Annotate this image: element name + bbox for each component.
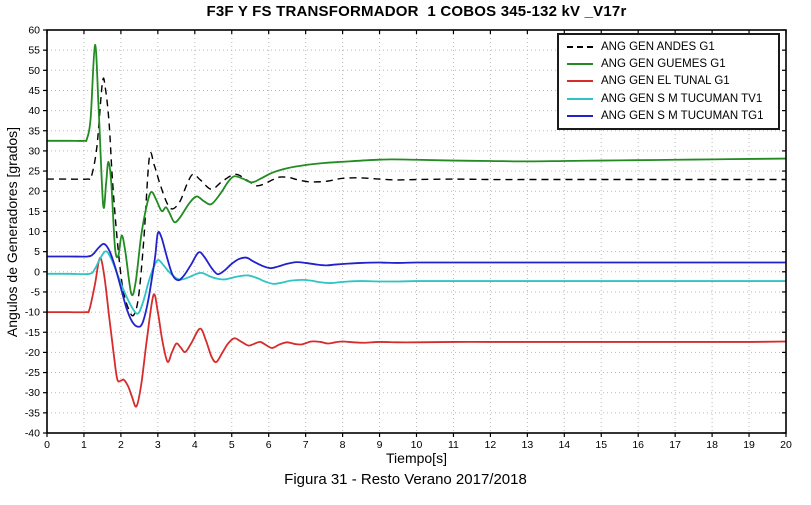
x-tick-label: 9 bbox=[377, 439, 383, 451]
x-tick-label: 1 bbox=[81, 439, 87, 451]
y-tick-label: 50 bbox=[28, 65, 40, 77]
legend: ANG GEN ANDES G1 ANG GEN GUEMES G1 ANG GEN… bbox=[557, 33, 780, 130]
legend-line-swatch bbox=[567, 45, 593, 48]
legend-label: ANG GEN S M TUCUMAN TV1 bbox=[601, 92, 763, 105]
axes-border bbox=[46, 29, 787, 434]
chart-title: F3F Y FS TRANSFORMADOR 1 COBOS 345-132 k… bbox=[206, 3, 627, 20]
x-tick-label: 14 bbox=[558, 439, 570, 451]
y-tick-label: -5 bbox=[31, 286, 40, 298]
x-tick-label: 2 bbox=[118, 439, 124, 451]
y-tick-label: -35 bbox=[25, 407, 40, 419]
y-tick-label: -25 bbox=[25, 367, 40, 379]
x-tick-label: 11 bbox=[448, 439, 459, 451]
x-tick-label: 7 bbox=[303, 439, 309, 451]
series-group bbox=[47, 44, 786, 408]
y-tick-label: 15 bbox=[28, 206, 40, 218]
y-tick-label: 60 bbox=[28, 25, 40, 37]
legend-line-swatch bbox=[567, 80, 593, 83]
x-tick-label: 12 bbox=[485, 439, 497, 451]
x-tick-label: 20 bbox=[780, 439, 792, 451]
legend-row: ANG GEN ANDES G1 bbox=[559, 38, 778, 55]
y-tick-label: 10 bbox=[28, 226, 40, 238]
series-line-ang-gen-s-m-tucuman-tv1 bbox=[47, 250, 786, 315]
y-tick-label: 40 bbox=[28, 105, 40, 117]
legend-row: ANG GEN S M TUCUMAN TV1 bbox=[559, 90, 778, 107]
series-line-ang-gen-s-m-tucuman-tg1 bbox=[47, 231, 786, 328]
legend-row: ANG GEN GUEMES G1 bbox=[559, 56, 778, 73]
legend-row: ANG GEN S M TUCUMAN TG1 bbox=[559, 108, 778, 125]
x-tick-label: 3 bbox=[155, 439, 161, 451]
y-tick-label: -30 bbox=[25, 387, 40, 399]
y-axis-label: Angulos de Generadores [grados] bbox=[4, 126, 20, 338]
x-tick-label: 8 bbox=[340, 439, 346, 451]
x-tick-label: 13 bbox=[522, 439, 534, 451]
series-line-ang-gen-guemes-g1 bbox=[47, 44, 786, 297]
x-tick-label: 19 bbox=[743, 439, 755, 451]
y-tick-label: -10 bbox=[25, 307, 40, 319]
y-tick-label: -40 bbox=[25, 428, 40, 440]
legend-line-swatch bbox=[567, 115, 593, 118]
y-tick-label: 30 bbox=[28, 145, 40, 157]
y-tick-label: 5 bbox=[34, 246, 40, 258]
y-tick-label: 55 bbox=[28, 45, 40, 57]
x-tick-label: 17 bbox=[669, 439, 681, 451]
x-tick-label: 0 bbox=[44, 439, 50, 451]
x-tick-label: 18 bbox=[706, 439, 718, 451]
y-tick-label: 0 bbox=[34, 266, 40, 278]
x-tick-label: 16 bbox=[632, 439, 644, 451]
legend-label: ANG GEN EL TUNAL G1 bbox=[601, 75, 730, 88]
legend-line-swatch bbox=[567, 63, 593, 66]
y-tick-label: 25 bbox=[28, 166, 40, 178]
legend-line-swatch bbox=[567, 97, 593, 100]
x-tick-label: 6 bbox=[266, 439, 272, 451]
x-axis-label: Tiempo[s] bbox=[386, 450, 447, 466]
x-tick-label: 10 bbox=[411, 439, 423, 451]
x-tick-label: 15 bbox=[595, 439, 607, 451]
y-tick-label: -15 bbox=[25, 327, 40, 339]
legend-label: ANG GEN ANDES G1 bbox=[601, 40, 715, 53]
y-tick-label: 35 bbox=[28, 125, 40, 137]
legend-label: ANG GEN S M TUCUMAN TG1 bbox=[601, 110, 764, 123]
series-line-ang-gen-el-tunal-g1 bbox=[47, 257, 786, 408]
legend-label: ANG GEN GUEMES G1 bbox=[601, 58, 726, 71]
x-tick-label: 5 bbox=[229, 439, 235, 451]
y-tick-label: 45 bbox=[28, 85, 40, 97]
y-tick-label: 20 bbox=[28, 186, 40, 198]
x-tick-label: 4 bbox=[192, 439, 198, 451]
y-tick-label: -20 bbox=[25, 347, 40, 359]
figure-caption: Figura 31 - Resto Verano 2017/2018 bbox=[284, 471, 527, 488]
legend-row: ANG GEN EL TUNAL G1 bbox=[559, 73, 778, 90]
